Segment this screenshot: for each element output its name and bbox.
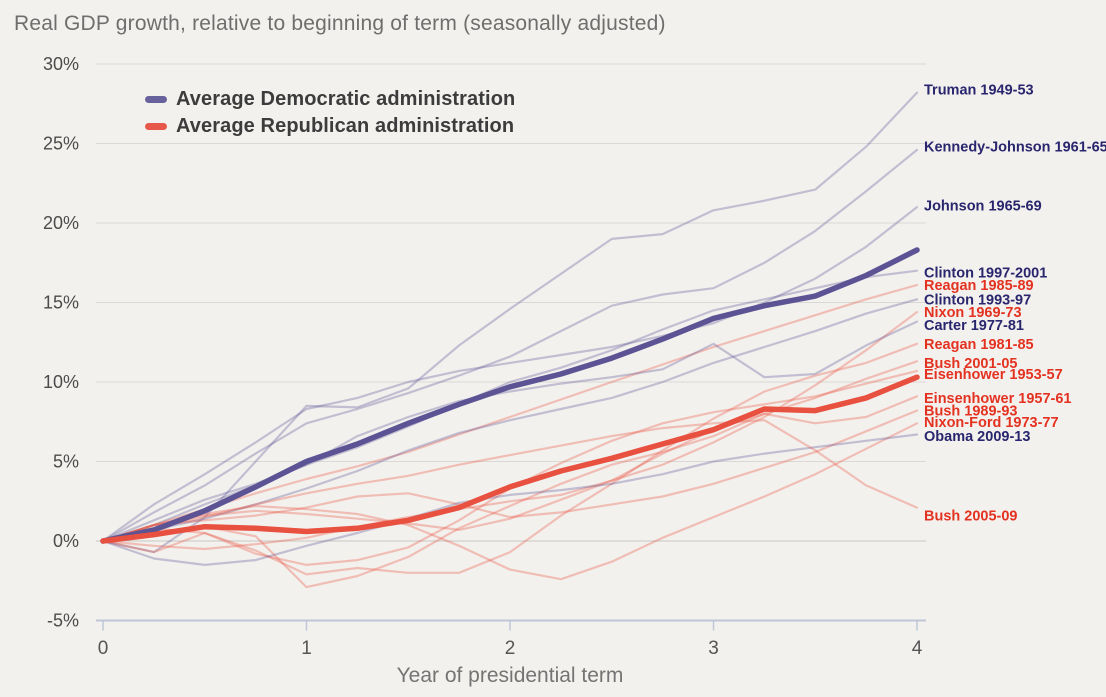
series-label-carter-1977-81: Carter 1977-81 xyxy=(924,318,1024,334)
series-line-clinton-1997-2001 xyxy=(101,269,919,543)
y-tick-label: 10% xyxy=(43,372,79,392)
legend: Average Democratic administration Averag… xyxy=(145,88,515,142)
x-tick-label: 3 xyxy=(708,638,719,659)
series-line-kennedy-johnson-1961-65 xyxy=(101,148,919,543)
y-tick-label: 20% xyxy=(43,213,79,233)
average-line-democratic xyxy=(100,247,920,544)
legend-item-democratic: Average Democratic administration xyxy=(145,88,515,111)
series-label-truman-1949-53: Truman 1949-53 xyxy=(924,82,1034,98)
legend-label-republican: Average Republican administration xyxy=(176,115,515,137)
x-axis-title: Year of presidential term xyxy=(396,664,624,687)
series-line-truman-1949-53 xyxy=(101,91,919,554)
average-line-republican xyxy=(100,374,920,544)
series-label-reagan-1981-85: Reagan 1981-85 xyxy=(924,337,1034,353)
series-label-clinton-1993-97: Clinton 1993-97 xyxy=(924,292,1031,308)
x-tick-label: 0 xyxy=(98,638,109,659)
y-tick-label: 30% xyxy=(43,54,79,74)
series-label-reagan-1985-89: Reagan 1985-89 xyxy=(924,278,1034,294)
series-line-nixon-ford-1973-77 xyxy=(101,422,919,581)
y-tick-label: 25% xyxy=(43,134,79,154)
x-tick-label: 2 xyxy=(505,638,516,659)
legend-item-republican: Average Republican administration xyxy=(145,115,515,138)
series-label-nixon-1969-73: Nixon 1969-73 xyxy=(924,305,1022,321)
series-line-bush-1989-93 xyxy=(101,409,919,543)
series-label-nixon-ford-1973-77: Nixon-Ford 1973-77 xyxy=(924,415,1059,431)
series-line-carter-1977-81 xyxy=(101,320,919,543)
series-line-obama-2009-13 xyxy=(101,433,919,567)
series-line-einsenhower-1957-61 xyxy=(101,395,919,589)
y-tick-label: 15% xyxy=(43,293,79,313)
democratic-swatch-icon xyxy=(145,96,167,103)
series-line-bush-2005-09 xyxy=(101,419,919,543)
series-label-bush-2001-05: Bush 2001-05 xyxy=(924,356,1018,372)
x-tick-label: 1 xyxy=(301,638,312,659)
series-label-kennedy-johnson-1961-65: Kennedy-Johnson 1961-65 xyxy=(924,140,1106,156)
chart-title: Real GDP growth, relative to beginning o… xyxy=(14,12,666,35)
series-label-johnson-1965-69: Johnson 1965-69 xyxy=(924,199,1042,215)
series-label-einsenhower-1957-61: Einsenhower 1957-61 xyxy=(924,391,1072,407)
legend-label-democratic: Average Democratic administration xyxy=(176,88,516,110)
series-label-eisenhower-1953-57: Eisenhower 1953-57 xyxy=(924,367,1063,383)
series-line-nixon-1969-73 xyxy=(101,310,919,543)
series-label-bush-1989-93: Bush 1989-93 xyxy=(924,404,1018,420)
series-line-eisenhower-1953-57 xyxy=(101,369,919,567)
series-label-bush-2005-09: Bush 2005-09 xyxy=(924,509,1018,525)
series-label-obama-2009-13: Obama 2009-13 xyxy=(924,429,1030,445)
y-tick-label: 5% xyxy=(53,452,79,472)
y-tick-label: -5% xyxy=(47,611,79,631)
y-tick-label: 0% xyxy=(53,531,79,551)
series-line-reagan-1985-89 xyxy=(101,283,919,543)
series-line-reagan-1981-85 xyxy=(101,342,919,576)
series-label-clinton-1997-2001: Clinton 1997-2001 xyxy=(924,265,1047,281)
x-tick-label: 4 xyxy=(912,638,923,659)
republican-swatch-icon xyxy=(145,123,167,130)
series-line-johnson-1965-69 xyxy=(101,206,919,543)
series-line-clinton-1993-97 xyxy=(101,298,919,543)
